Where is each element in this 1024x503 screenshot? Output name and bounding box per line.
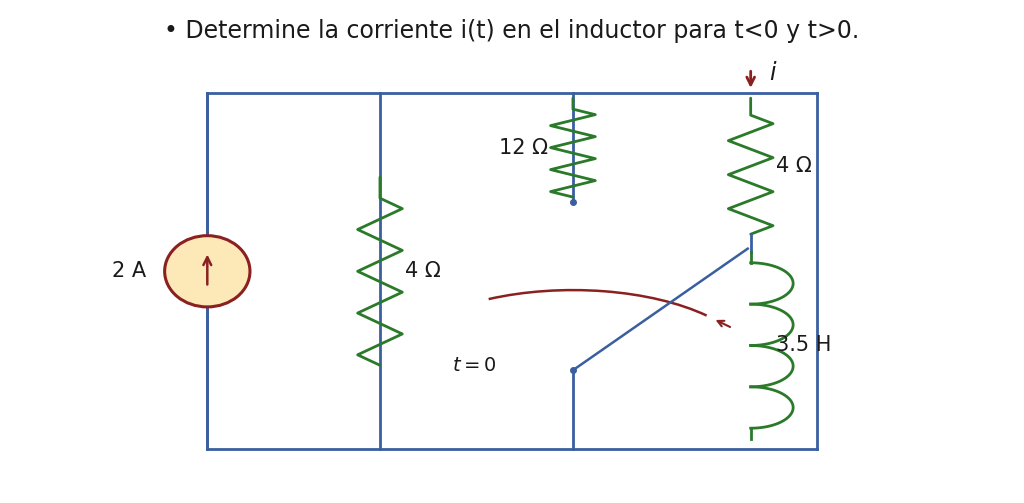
Text: • Determine la corriente i(t) en el inductor para t<0 y t>0.: • Determine la corriente i(t) en el indu… [165,19,859,43]
Text: $i$: $i$ [769,61,777,86]
Text: 4 Ω: 4 Ω [776,156,812,176]
Text: 3.5 H: 3.5 H [776,336,831,356]
Ellipse shape [165,236,250,307]
Text: $t = 0$: $t = 0$ [453,356,497,375]
Text: 12 Ω: 12 Ω [499,138,548,157]
Text: 2 A: 2 A [113,261,146,281]
Text: 4 Ω: 4 Ω [406,261,441,281]
